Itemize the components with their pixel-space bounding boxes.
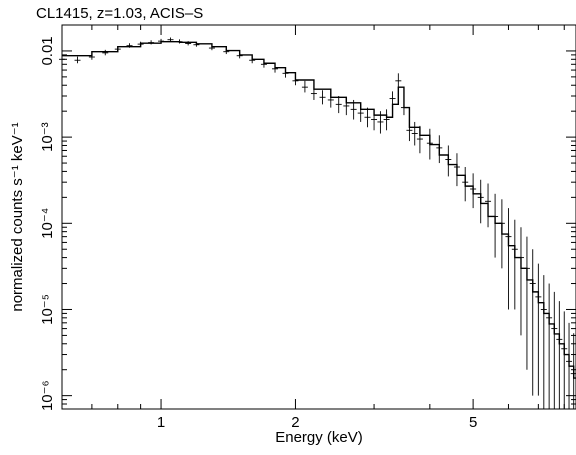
data-point xyxy=(260,60,267,68)
data-point xyxy=(335,96,342,114)
data-point xyxy=(272,64,279,73)
data-point xyxy=(485,183,492,228)
data-point xyxy=(208,45,215,51)
data-point xyxy=(137,41,144,47)
data-point xyxy=(176,39,183,44)
data-point xyxy=(470,173,477,209)
data-point xyxy=(411,121,418,146)
data-point xyxy=(551,291,558,409)
data-point xyxy=(436,135,443,164)
axis-ticks xyxy=(61,24,576,410)
data-point xyxy=(126,43,133,48)
data-point xyxy=(561,311,568,409)
chart-title: CL1415, z=1.03, ACIS–S xyxy=(36,5,203,22)
data-point xyxy=(523,236,530,370)
model-step-line xyxy=(62,41,576,379)
data-point xyxy=(498,199,505,269)
data-point xyxy=(158,38,165,43)
data-point xyxy=(445,145,452,177)
data-point xyxy=(477,179,484,224)
data-point xyxy=(249,56,256,64)
tick-labels: 1 2 5 0.01 10⁻³ 10⁻⁴ 10⁻⁵ 10⁻⁶ xyxy=(39,36,477,431)
data-point xyxy=(148,40,155,45)
x-axis-label: Energy (keV) xyxy=(275,429,363,446)
data-point xyxy=(193,42,200,47)
data-point xyxy=(492,193,499,258)
data-point xyxy=(88,53,95,60)
x-tick-label: 2 xyxy=(291,414,299,431)
data-point xyxy=(327,92,334,108)
data-point xyxy=(364,107,371,128)
data-points xyxy=(59,37,576,409)
data-point xyxy=(566,322,573,409)
data-point xyxy=(416,125,423,154)
data-point xyxy=(556,301,563,409)
data-point xyxy=(185,41,192,46)
data-point xyxy=(59,55,65,63)
data-point xyxy=(511,219,518,310)
data-point xyxy=(292,75,299,86)
data-point xyxy=(529,249,536,396)
x-tick-label: 5 xyxy=(469,414,477,431)
data-point xyxy=(319,90,326,105)
y-tick-label: 10⁻⁴ xyxy=(39,208,56,239)
y-tick-label: 10⁻³ xyxy=(39,122,56,152)
plot-frame xyxy=(61,24,576,410)
data-point xyxy=(74,56,81,64)
y-tick-label: 10⁻⁶ xyxy=(39,380,56,411)
data-point xyxy=(301,80,308,93)
data-point xyxy=(400,98,407,116)
model-curve xyxy=(62,41,576,379)
data-point xyxy=(383,109,390,131)
data-point xyxy=(310,87,317,100)
data-point xyxy=(406,119,413,142)
data-point xyxy=(167,37,174,42)
data-point xyxy=(546,283,553,409)
data-point xyxy=(357,104,364,122)
data-point xyxy=(114,46,121,52)
data-point xyxy=(389,91,396,105)
data-point xyxy=(462,167,469,202)
y-tick-label: 10⁻⁵ xyxy=(39,294,56,325)
data-point xyxy=(505,208,512,310)
data-point xyxy=(371,109,378,131)
y-tick-label: 0.01 xyxy=(39,36,56,65)
data-point xyxy=(223,48,230,55)
data-point xyxy=(282,68,289,78)
data-point xyxy=(350,99,357,120)
data-point xyxy=(343,97,350,116)
data-point xyxy=(540,275,547,409)
data-point xyxy=(517,227,524,336)
data-point xyxy=(453,153,460,187)
data-point xyxy=(102,49,109,56)
data-point xyxy=(570,333,576,409)
data-point xyxy=(535,263,542,396)
data-point xyxy=(426,128,433,160)
x-tick-label: 1 xyxy=(157,414,165,431)
y-axis-label: normalized counts s⁻¹ keV⁻¹ xyxy=(9,122,26,311)
data-point xyxy=(395,73,402,89)
data-point xyxy=(377,111,384,134)
data-point xyxy=(236,52,243,59)
